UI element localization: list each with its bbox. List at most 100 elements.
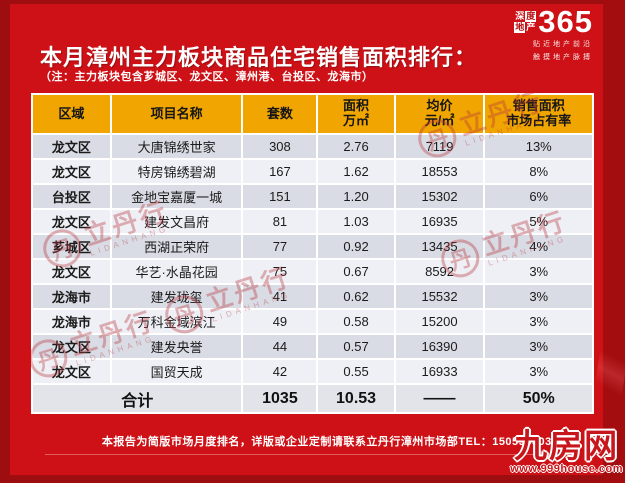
logo-365-number: 365: [538, 4, 593, 39]
cell-area: 2.76: [318, 135, 394, 158]
page-subtitle-note: （注：主力板块包含芗城区、龙文区、漳州港、台投区、龙海市）: [40, 71, 374, 83]
header-area: 面积 万㎡: [318, 95, 394, 133]
cell-region: 龙文区: [33, 160, 110, 183]
table-row: 芗城区 西湖正荣府 77 0.92 13435 4%: [33, 235, 592, 258]
cell-region: 龙海市: [33, 310, 110, 333]
cell-price: 15302: [395, 185, 484, 208]
cell-area: 0.92: [318, 235, 394, 258]
cell-project-name: 华艺·水晶花园: [111, 260, 242, 283]
cell-area: 0.67: [318, 260, 394, 283]
table-row: 龙文区 特房锦绣碧湖 167 1.62 18553 8%: [33, 160, 592, 183]
total-share: 50%: [485, 385, 592, 412]
cell-share: 3%: [485, 310, 592, 333]
header-area-line2: 万㎡: [343, 113, 370, 128]
cell-units: 42: [243, 360, 317, 383]
footer-divider: [45, 454, 537, 455]
jiufang-wang-url: www.999house.com: [510, 463, 623, 475]
cell-units: 49: [243, 310, 317, 333]
cell-share: 3%: [485, 360, 592, 383]
jiufang-wang-logo: 九房网 www.999house.com: [510, 427, 623, 476]
total-price: ——: [395, 385, 484, 412]
cell-price: 16935: [395, 210, 484, 233]
cell-units: 41: [243, 285, 317, 308]
cell-region: 芗城区: [33, 235, 110, 258]
logo-slogan-line2: 触摸地产脉搏: [533, 54, 593, 61]
table-row: 龙海市 万科金域滨江 49 0.58 15200 3%: [33, 310, 592, 333]
table-row: 台投区 金地宝嘉厦一城 151 1.20 15302 6%: [33, 185, 592, 208]
logo-char: 产: [526, 22, 536, 32]
cell-area: 0.58: [318, 310, 394, 333]
cell-units: 308: [243, 135, 317, 158]
cell-price: 16933: [395, 360, 484, 383]
cell-price: 15200: [395, 310, 484, 333]
cell-price: 16390: [395, 335, 484, 358]
cell-share: 3%: [485, 260, 592, 283]
cell-price: 18553: [395, 160, 484, 183]
cell-price: 13435: [395, 235, 484, 258]
cell-area: 0.62: [318, 285, 394, 308]
table-total-row: 合计 1035 10.53 —— 50%: [33, 385, 592, 412]
cell-region: 龙文区: [33, 260, 110, 283]
table-row: 龙文区 建发文昌府 81 1.03 16935 5%: [33, 210, 592, 233]
header-units: 套数: [243, 95, 317, 133]
logo-slogan-line1: 贴近地产前沿: [533, 41, 593, 48]
cell-region: 龙文区: [33, 135, 110, 158]
cell-share: 8%: [485, 160, 592, 183]
cell-share: 4%: [485, 235, 592, 258]
cell-area: 1.62: [318, 160, 394, 183]
cell-project-name: 建发文昌府: [111, 210, 242, 233]
logo-char: 度: [525, 11, 537, 22]
table-row: 龙文区 建发央誉 44 0.57 16390 3%: [33, 335, 592, 358]
cell-price: 7119: [395, 135, 484, 158]
header-price-line1: 均价: [426, 98, 453, 114]
cell-project-name: 万科金域滨江: [111, 310, 242, 333]
cell-units: 44: [243, 335, 317, 358]
footer-contact-note: 本报告为简版市场月度排名，详版或企业定制请联系立丹行漳州市场部TEL：15059…: [101, 436, 565, 448]
cell-share: 5%: [485, 210, 592, 233]
header-share-line2: 市场占有率: [506, 113, 572, 128]
shendu-dichan-365-logo: 深 度 地 产 365 贴近地产前沿 触摸地产脉搏: [514, 4, 593, 62]
table-row: 龙文区 大唐锦绣世家 308 2.76 7119 13%: [33, 135, 592, 158]
header-price: 均价 元/㎡: [395, 95, 484, 133]
header-project-name: 项目名称: [111, 95, 242, 133]
total-label: 合计: [33, 385, 242, 412]
cell-units: 77: [243, 235, 317, 258]
header-share-line1: 销售面积: [512, 98, 565, 114]
cell-price: 8592: [395, 260, 484, 283]
cell-price: 15532: [395, 285, 484, 308]
logo-char: 深: [515, 11, 525, 21]
cell-project-name: 金地宝嘉厦一城: [111, 185, 242, 208]
page-title: 本月漳州主力板块商品住宅销售面积排行：: [40, 45, 478, 70]
shendu-dichan-logo-block: 深 度 地 产: [514, 11, 537, 33]
cell-region: 龙文区: [33, 335, 110, 358]
table-row: 龙文区 华艺·水晶花园 75 0.67 8592 3%: [33, 260, 592, 283]
cell-units: 81: [243, 210, 317, 233]
cell-area: 0.57: [318, 335, 394, 358]
cell-region: 台投区: [33, 185, 110, 208]
right-decor-band: [603, 0, 625, 483]
logo-char: 地: [514, 22, 526, 33]
cell-area: 1.20: [318, 185, 394, 208]
cell-units: 75: [243, 260, 317, 283]
cell-share: 3%: [485, 335, 592, 358]
cell-area: 0.55: [318, 360, 394, 383]
header-area-line1: 面积: [343, 98, 370, 114]
cell-project-name: 特房锦绣碧湖: [111, 160, 242, 183]
sales-ranking-table: 区域 项目名称 套数 面积 万㎡ 均价 元/㎡ 销售面积 市场占有率 龙文区 大…: [31, 93, 594, 414]
cell-share: 13%: [485, 135, 592, 158]
cell-project-name: 西湖正荣府: [111, 235, 242, 258]
table-header-row: 区域 项目名称 套数 面积 万㎡ 均价 元/㎡ 销售面积 市场占有率: [33, 95, 592, 133]
cell-region: 龙文区: [33, 360, 110, 383]
table-row: 龙海市 建发珑玺 41 0.62 15532 3%: [33, 285, 592, 308]
total-area: 10.53: [318, 385, 394, 412]
cell-units: 167: [243, 160, 317, 183]
total-units: 1035: [243, 385, 317, 412]
cell-project-name: 建发央誉: [111, 335, 242, 358]
cell-share: 3%: [485, 285, 592, 308]
cell-project-name: 大唐锦绣世家: [111, 135, 242, 158]
header-price-line2: 元/㎡: [424, 113, 455, 128]
cell-project-name: 建发珑玺: [111, 285, 242, 308]
jiufang-wang-name: 九房网: [514, 427, 620, 464]
cell-share: 6%: [485, 185, 592, 208]
header-share: 销售面积 市场占有率: [485, 95, 592, 133]
